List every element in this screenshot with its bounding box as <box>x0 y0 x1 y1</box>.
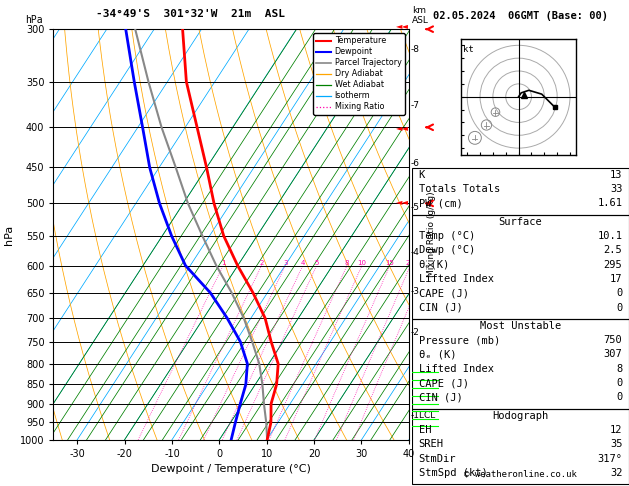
Text: 15: 15 <box>386 260 394 265</box>
Text: CIN (J): CIN (J) <box>418 302 462 312</box>
Text: 13: 13 <box>610 170 623 180</box>
Text: 10.1: 10.1 <box>598 231 623 241</box>
Text: CAPE (J): CAPE (J) <box>418 378 469 388</box>
Text: PW (cm): PW (cm) <box>418 198 462 208</box>
Text: 0: 0 <box>616 288 623 298</box>
Text: Hodograph: Hodograph <box>493 411 548 421</box>
Text: StmSpd (kt): StmSpd (kt) <box>418 468 487 478</box>
Text: -3: -3 <box>411 287 420 296</box>
Bar <box>412 409 629 484</box>
Text: -7: -7 <box>411 101 420 110</box>
Text: 750: 750 <box>604 335 623 345</box>
Bar <box>412 215 629 319</box>
Text: 12: 12 <box>610 425 623 435</box>
Text: 33: 33 <box>610 184 623 194</box>
Text: Surface: Surface <box>499 217 542 226</box>
Text: ◄◄: ◄◄ <box>396 123 409 132</box>
Text: Totals Totals: Totals Totals <box>418 184 500 194</box>
Text: -8: -8 <box>411 45 420 53</box>
Text: © weatheronline.co.uk: © weatheronline.co.uk <box>464 469 577 479</box>
Text: K: K <box>418 170 425 180</box>
Text: CAPE (J): CAPE (J) <box>418 288 469 298</box>
Text: km
ASL: km ASL <box>413 6 429 25</box>
Text: -6: -6 <box>411 159 420 168</box>
Text: 1: 1 <box>221 260 225 265</box>
Text: SREH: SREH <box>418 439 443 450</box>
Text: θₑ(K): θₑ(K) <box>418 260 450 270</box>
Text: -1LCL: -1LCL <box>411 411 436 419</box>
Text: Lifted Index: Lifted Index <box>418 364 494 374</box>
Text: kt: kt <box>464 45 474 54</box>
Text: ◄◄: ◄◄ <box>396 197 409 206</box>
Text: Dewp (°C): Dewp (°C) <box>418 245 475 255</box>
Text: Pressure (mb): Pressure (mb) <box>418 335 500 345</box>
Text: 1.61: 1.61 <box>598 198 623 208</box>
Text: ◄◄: ◄◄ <box>396 21 409 30</box>
Text: -5: -5 <box>411 203 420 212</box>
Legend: Temperature, Dewpoint, Parcel Trajectory, Dry Adiabat, Wet Adiabat, Isotherm, Mi: Temperature, Dewpoint, Parcel Trajectory… <box>313 33 405 115</box>
Bar <box>412 319 629 409</box>
Text: 2.5: 2.5 <box>604 245 623 255</box>
Text: 317°: 317° <box>598 454 623 464</box>
Text: 0: 0 <box>616 302 623 312</box>
Text: 3: 3 <box>283 260 287 265</box>
Bar <box>412 168 629 215</box>
Text: 5: 5 <box>314 260 319 265</box>
Text: hPa: hPa <box>25 15 43 25</box>
Text: StmDir: StmDir <box>418 454 456 464</box>
Text: -2: -2 <box>411 328 420 337</box>
Text: θₑ (K): θₑ (K) <box>418 349 456 360</box>
Text: 32: 32 <box>610 468 623 478</box>
Text: 20: 20 <box>406 260 415 265</box>
Text: 10: 10 <box>357 260 366 265</box>
Text: -34°49'S  301°32'W  21m  ASL: -34°49'S 301°32'W 21m ASL <box>96 9 285 19</box>
Text: 0: 0 <box>616 392 623 402</box>
Text: 4: 4 <box>301 260 305 265</box>
Text: 35: 35 <box>610 439 623 450</box>
Text: 295: 295 <box>604 260 623 270</box>
Text: 2: 2 <box>259 260 264 265</box>
Text: -4: -4 <box>411 248 420 257</box>
X-axis label: Dewpoint / Temperature (°C): Dewpoint / Temperature (°C) <box>151 465 311 474</box>
Text: Temp (°C): Temp (°C) <box>418 231 475 241</box>
Text: 02.05.2024  06GMT (Base: 00): 02.05.2024 06GMT (Base: 00) <box>433 11 608 21</box>
Text: CIN (J): CIN (J) <box>418 392 462 402</box>
Text: EH: EH <box>418 425 431 435</box>
Text: 8: 8 <box>616 364 623 374</box>
Text: 8: 8 <box>345 260 349 265</box>
Text: Most Unstable: Most Unstable <box>480 321 561 331</box>
Text: Lifted Index: Lifted Index <box>418 274 494 284</box>
Text: 307: 307 <box>604 349 623 360</box>
Text: 17: 17 <box>610 274 623 284</box>
Text: 0: 0 <box>616 378 623 388</box>
Y-axis label: hPa: hPa <box>4 225 14 244</box>
Text: Mixing Ratio (g/kg): Mixing Ratio (g/kg) <box>428 191 437 278</box>
